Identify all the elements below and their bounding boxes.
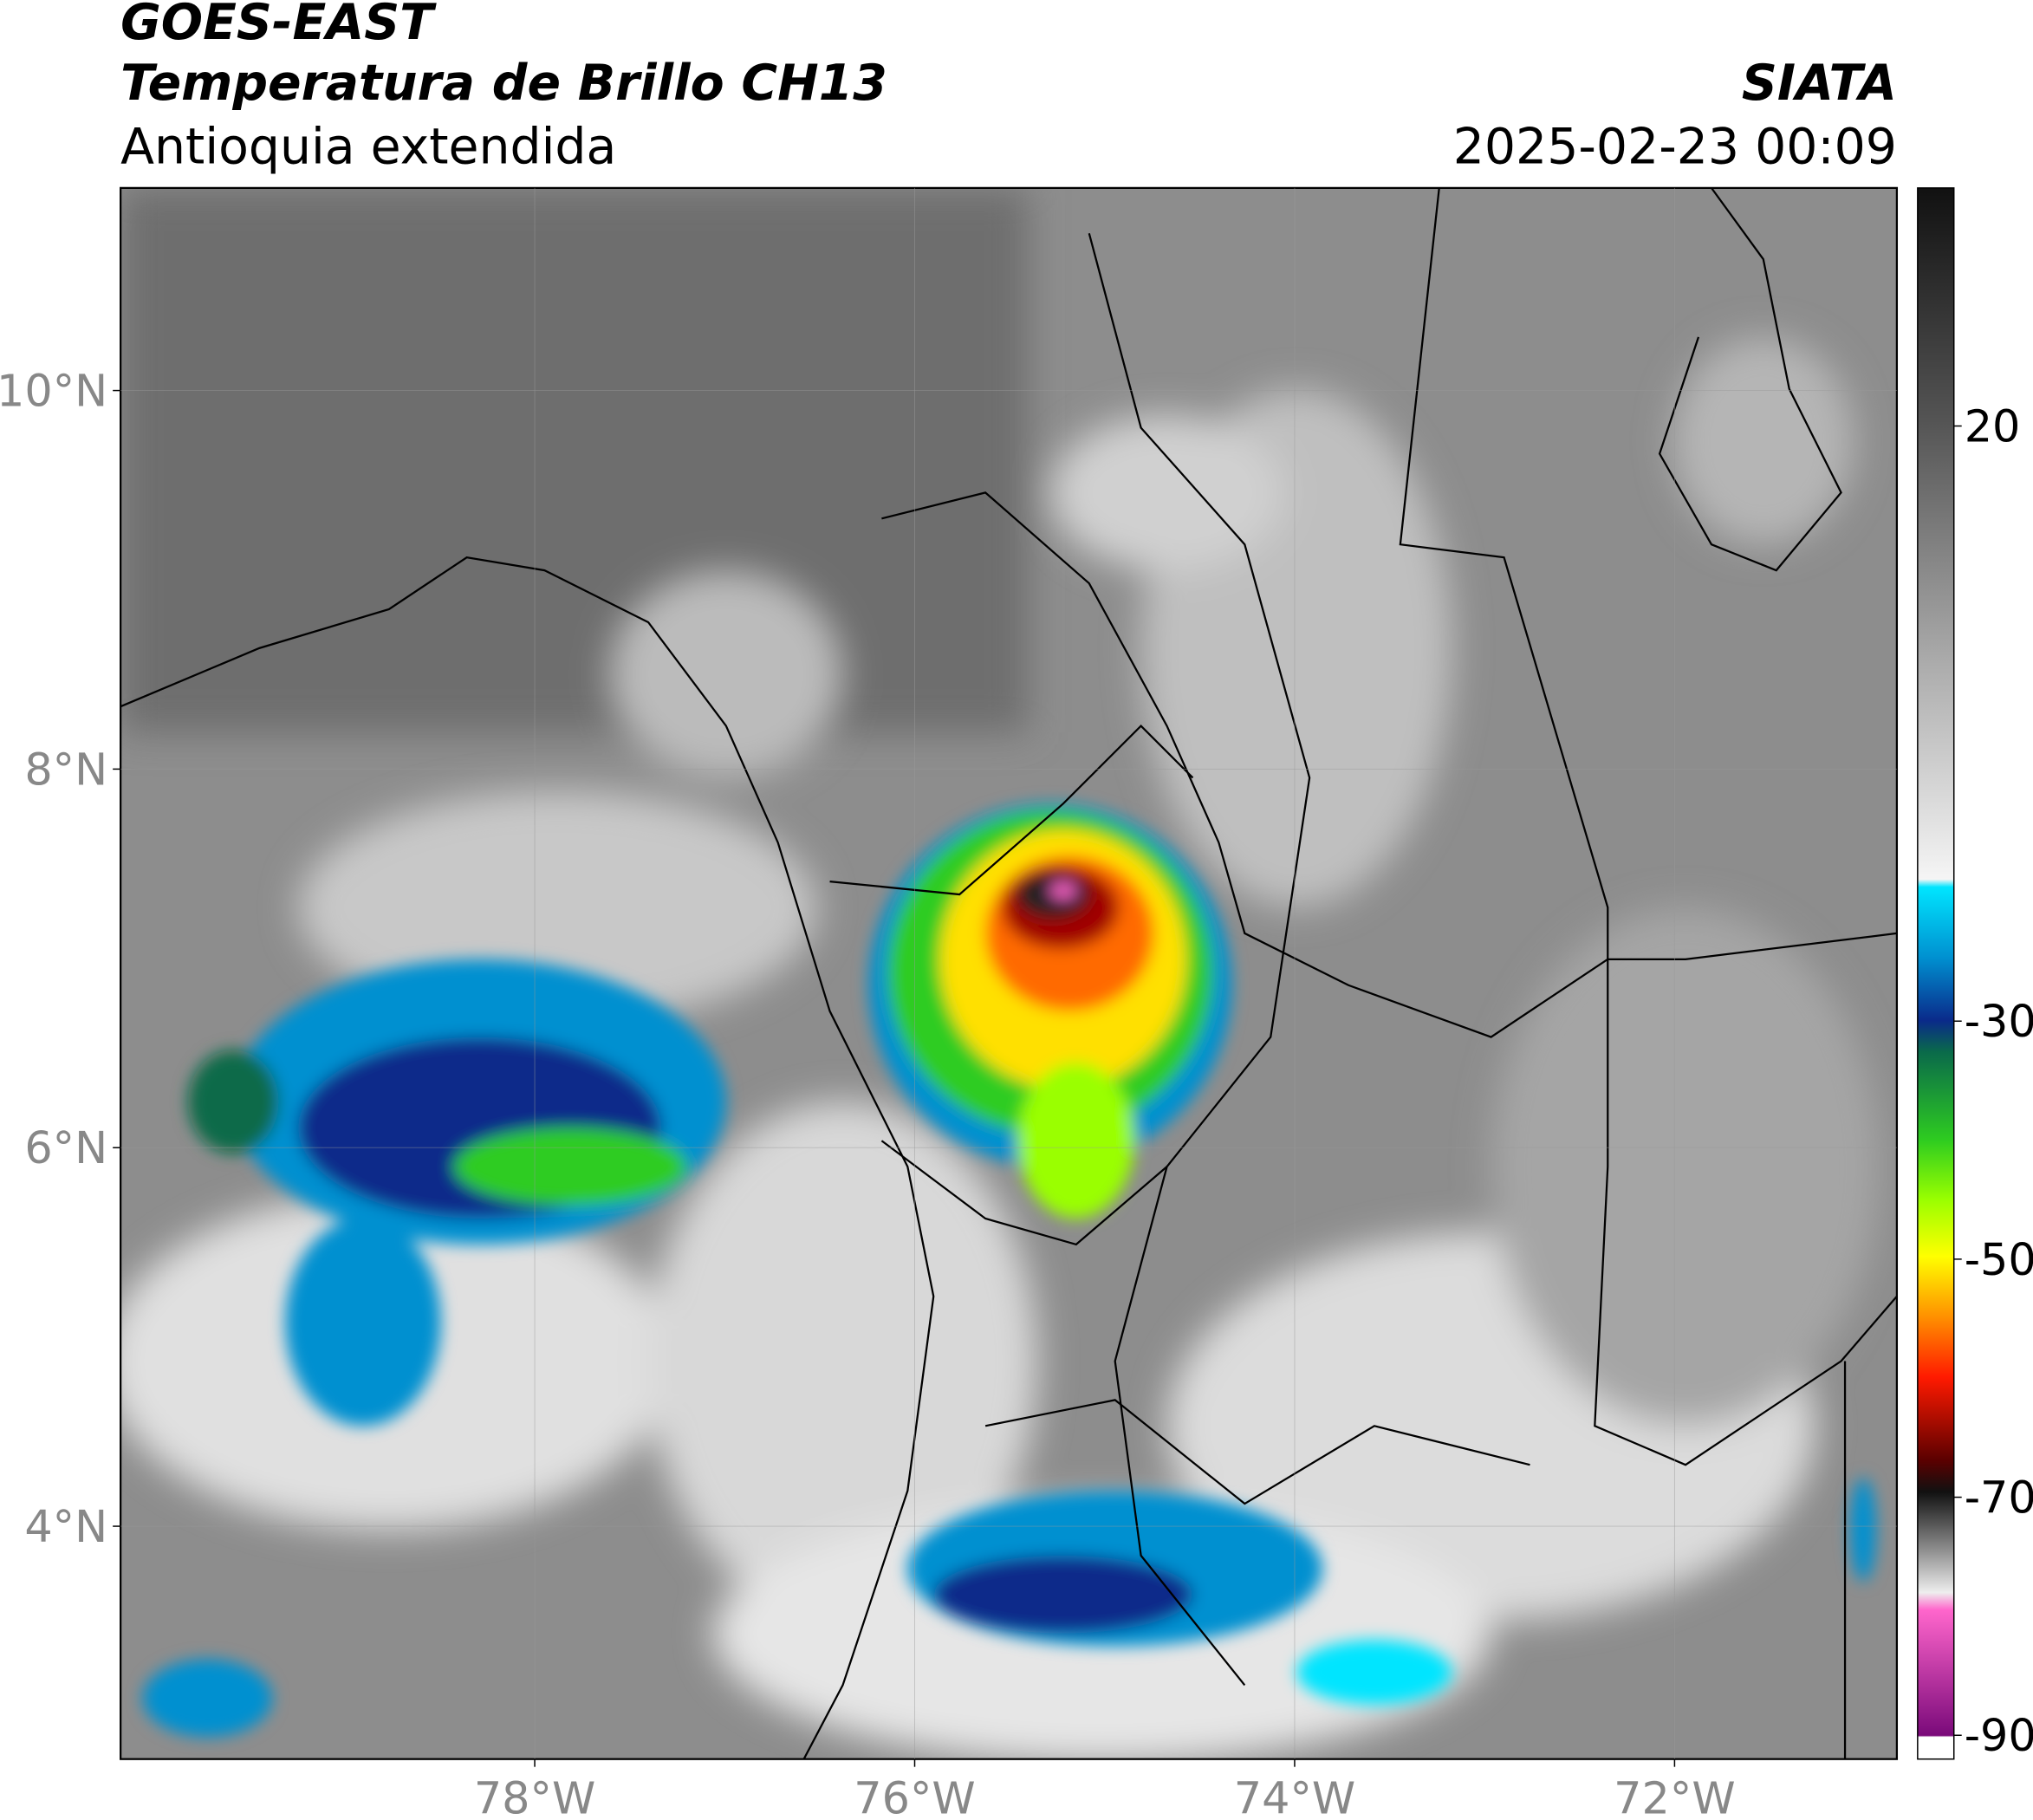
map-shape [984,1399,1530,1505]
colorbar-tick-label: 20 [1965,401,2021,452]
y-tick-label: 4°N [24,1501,107,1552]
x-tick-label: 74°W [1234,1773,1355,1820]
datetime: 2025-02-23 00:09 [1453,118,1897,175]
x-tick-label: 76°W [854,1773,975,1820]
map-shape [142,1659,273,1738]
y-tick-label: 6°N [24,1122,107,1173]
map-shape [285,1218,441,1427]
map-shape [1088,232,1311,1687]
colorbar-tick-label: -50 [1965,1234,2033,1285]
colorbar-tick-label: -30 [1965,996,2033,1047]
map-frame [120,186,1899,1760]
colorbar-tick-label: -70 [1965,1472,2033,1524]
map-shape [648,1102,1037,1621]
map-shape [120,187,1029,733]
map-shape [1049,414,1284,571]
region: Antioquia extendida [120,118,616,175]
map-shape [880,1140,1168,1246]
map-image [120,187,1897,1759]
x-tick-label: 72°W [1614,1773,1735,1820]
map-shape [1850,1478,1876,1582]
colorbar-tick-label: -90 [1965,1710,2033,1761]
map-shape [609,570,843,778]
map-shape [120,187,1897,1759]
map-shape [187,1050,279,1154]
map-shape [453,1128,687,1206]
map-shape [1296,1640,1452,1705]
map-shape [1017,1063,1135,1219]
source: SIATA [1742,55,1897,112]
y-tick-label: 10°N [0,366,107,417]
map-shape [1673,336,1854,545]
colorbar [1917,187,1955,1760]
y-tick-label: 8°N [24,744,107,795]
x-tick-label: 78°W [474,1773,595,1820]
map-shape [1399,187,1897,1466]
map-shape [120,556,935,1759]
subtitle: Temperatura de Brillo CH13 [120,55,887,112]
title: GOES-EAST [120,0,437,51]
map-shape [829,725,1194,896]
map-shape [1491,907,1880,1427]
map-shape [1049,882,1076,899]
map-shape [881,491,1897,1038]
map-shape [1658,187,1842,572]
map-shape [933,1555,1193,1634]
